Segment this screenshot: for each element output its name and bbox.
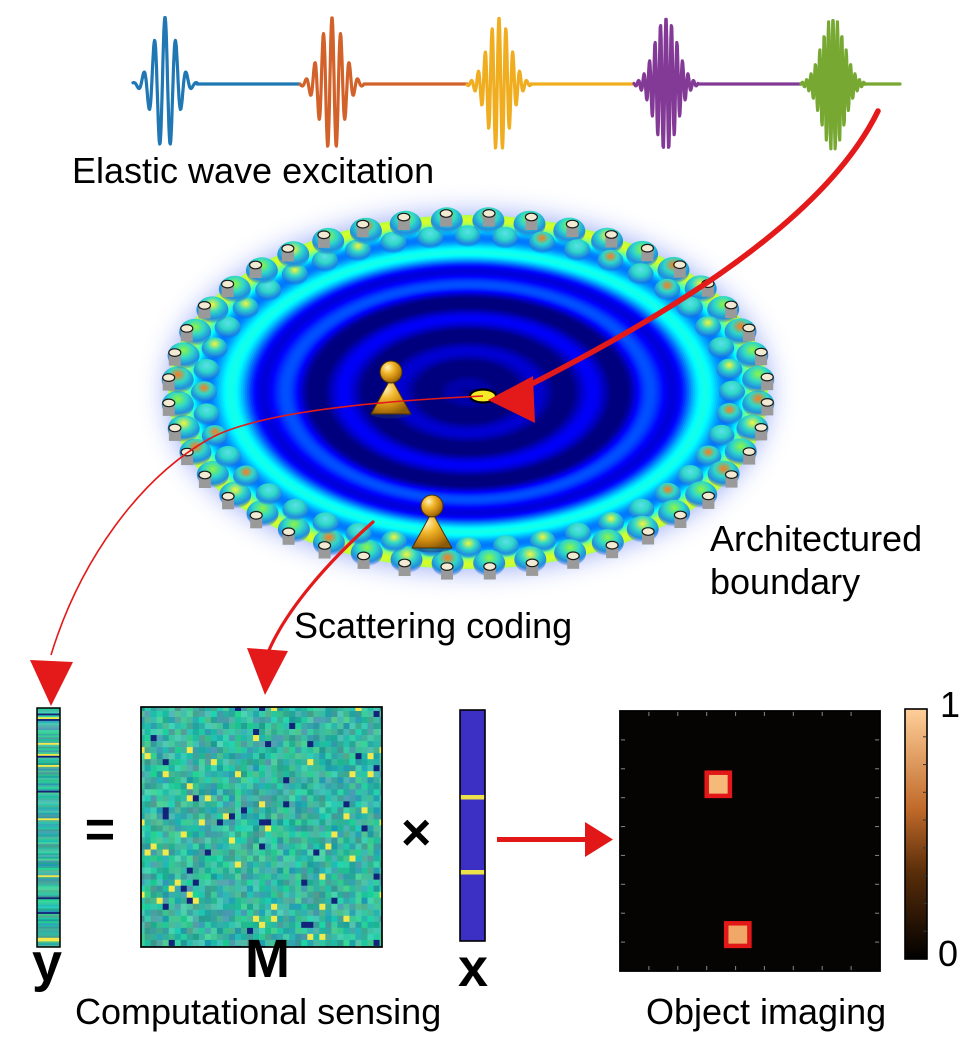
- svg-text:=: =: [85, 801, 115, 859]
- svg-text:×: ×: [401, 804, 431, 862]
